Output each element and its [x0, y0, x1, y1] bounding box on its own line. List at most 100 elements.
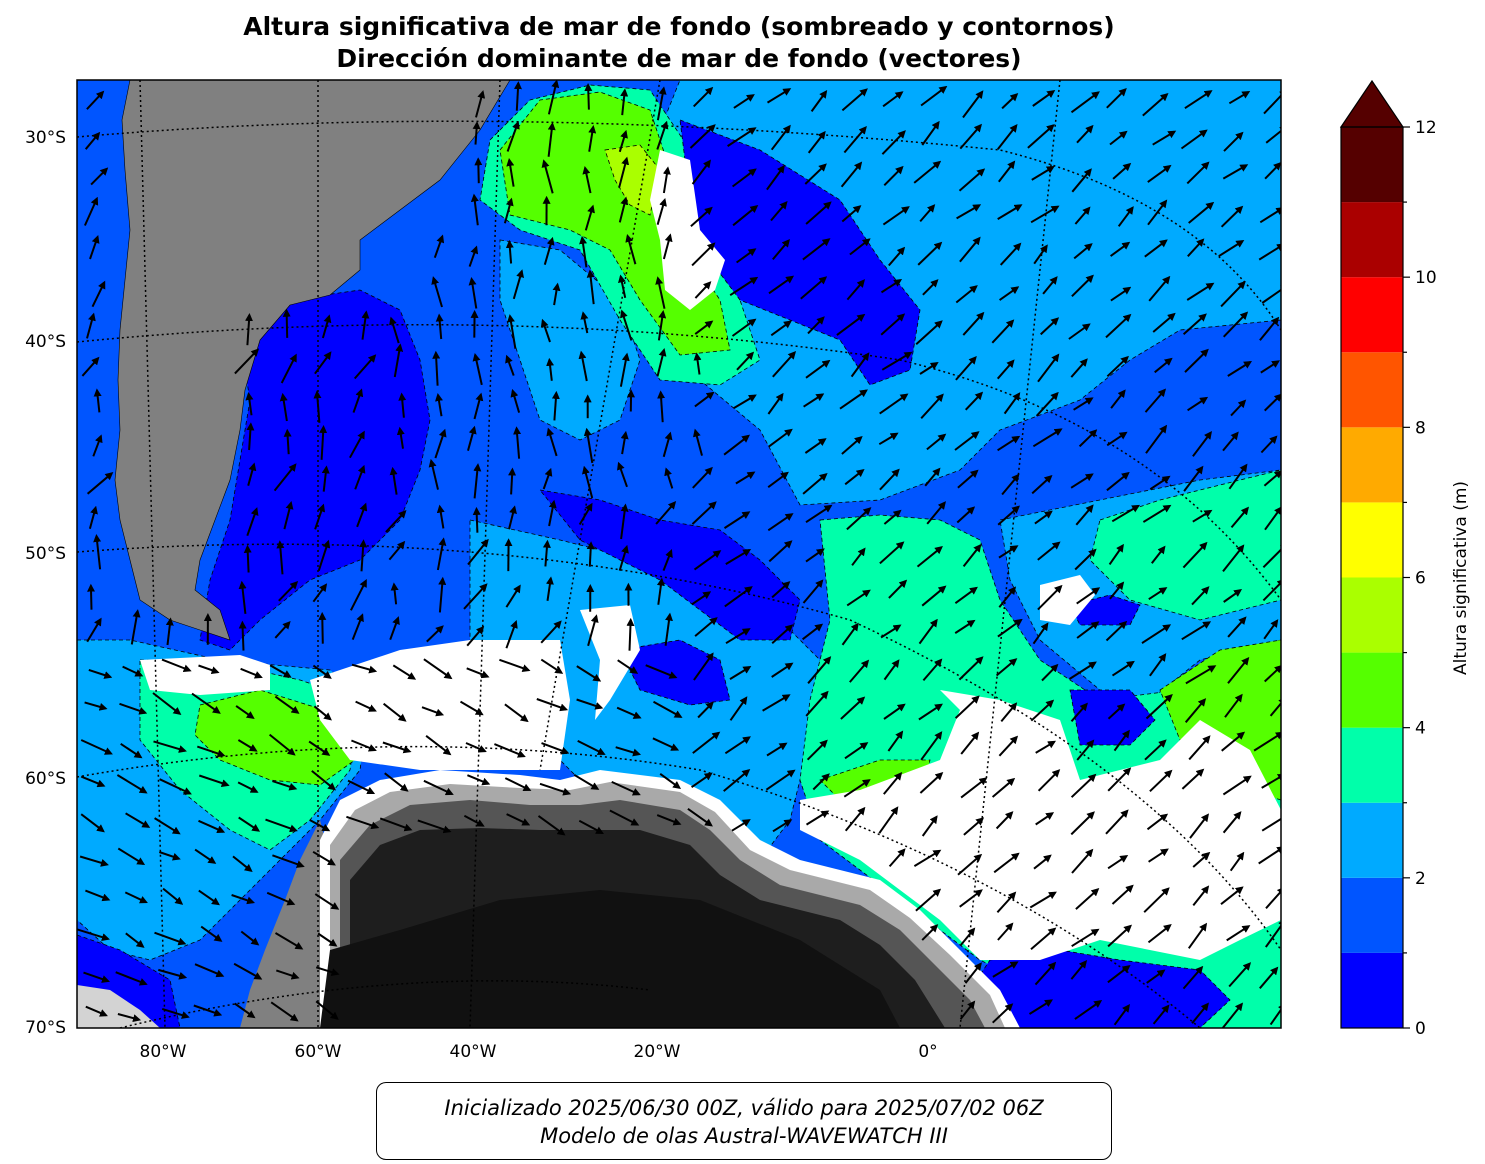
swell-vector-arrow	[879, 468, 900, 491]
swell-vector-arrow	[849, 659, 870, 683]
swell-vector-arrow	[1227, 616, 1247, 638]
swell-vector-arrow	[312, 583, 328, 603]
swell-vector-arrow	[576, 665, 602, 682]
swell-vector-arrow	[194, 848, 217, 864]
swell-vector-arrow	[356, 502, 368, 528]
sea-ice	[580, 605, 640, 720]
swell-vector-arrow	[768, 540, 793, 563]
swell-vector-arrow	[771, 581, 791, 599]
swell-vector-arrow	[619, 352, 630, 387]
swell-vector-arrow	[1113, 729, 1130, 752]
swell-vector-arrow	[920, 85, 948, 107]
swell-vector-arrow	[954, 695, 980, 719]
swell-vector-arrow	[1107, 854, 1129, 870]
swell-vector-arrow	[1182, 965, 1204, 990]
swell-vector-arrow	[995, 658, 1018, 677]
swell-vector-arrow	[727, 127, 757, 147]
swell-vector-arrow	[1182, 541, 1208, 569]
swell-vector-arrow	[957, 469, 979, 489]
swell-vector-arrow	[1264, 918, 1281, 948]
swell-vector-arrow	[771, 662, 794, 678]
swell-vector-arrow	[314, 351, 332, 375]
lon-label-0: 0°	[918, 1042, 937, 1062]
swell-vector-arrow	[1253, 731, 1281, 752]
swell-vector-arrow	[888, 848, 906, 868]
footer-model-line: Modelo de olas Austral-WAVEWATCH III	[540, 1124, 948, 1148]
graticule	[77, 80, 1281, 1028]
swell-vector-arrow	[499, 658, 531, 672]
swell-vector-arrow	[1220, 205, 1244, 228]
swell-vector-arrow	[79, 855, 109, 867]
swell-vector-arrow	[396, 426, 405, 449]
swell-vector-arrow	[656, 814, 682, 826]
swell-vector-arrow	[355, 700, 377, 712]
swell-vector-arrow	[1226, 925, 1251, 942]
swell-vector-arrow	[1152, 312, 1176, 333]
swell-vector-arrow	[841, 622, 859, 646]
colorbar-tick-label: 10	[1415, 268, 1437, 288]
swell-vector-arrow	[724, 586, 753, 608]
swell-vector-arrow	[881, 130, 906, 155]
swell-vector-arrow	[505, 584, 521, 608]
swell-vector-arrow	[1147, 924, 1172, 944]
swell-vector-arrow	[546, 357, 555, 381]
swell-vector-arrow	[552, 282, 561, 306]
swell-vector-arrow	[540, 658, 564, 674]
swell-vector-arrow	[1037, 769, 1061, 792]
swell-vector-arrow	[231, 894, 255, 905]
swell-vector-arrow	[315, 966, 340, 976]
swell-vector-arrow	[691, 242, 716, 267]
swell-vector-arrow	[913, 160, 942, 184]
swell-vector-arrow	[1076, 124, 1094, 144]
swell-vector-arrow	[83, 971, 110, 983]
swell-vector-arrow	[577, 740, 606, 755]
swell-vector-arrow	[807, 130, 826, 154]
swell-vector-arrow	[270, 1001, 299, 1022]
swell-vector-arrow	[1107, 767, 1132, 792]
swell-vector-arrow	[81, 356, 100, 377]
swell-vector-arrow	[807, 316, 825, 335]
swell-vector-arrow	[998, 160, 1016, 183]
swell-vector-arrow	[153, 740, 187, 753]
swell-vector-arrow	[85, 889, 111, 902]
swell-vector-arrow	[917, 241, 943, 266]
swell-vector-arrow	[915, 888, 942, 912]
swell-vector-arrow	[505, 620, 518, 649]
swell-vector-arrow	[959, 889, 983, 908]
swell-vector-arrow	[246, 507, 259, 537]
swell-vector-arrow	[578, 502, 593, 526]
swell-vector-arrow	[352, 388, 364, 413]
swell-vector-arrow	[130, 609, 141, 645]
swell-vector-arrow	[768, 275, 795, 295]
swell-vector-arrow	[392, 664, 417, 680]
swell-vector-arrow	[616, 706, 642, 719]
swell-vector-arrow	[505, 239, 514, 264]
swell-vector-arrow	[308, 740, 331, 756]
wave-band-0-1m	[199, 289, 431, 651]
swell-vector-arrow	[436, 504, 445, 529]
swell-vector-arrow	[810, 89, 828, 112]
swell-vector-arrow	[1028, 999, 1053, 1015]
swell-vector-arrow	[120, 742, 143, 759]
swell-vector-arrow	[618, 129, 628, 153]
swell-vector-arrow	[963, 817, 985, 836]
sea-ice	[800, 690, 1281, 960]
swell-vector-arrow	[656, 348, 667, 377]
swell-vector-arrow	[692, 731, 721, 754]
swell-vector-arrow	[804, 438, 827, 454]
swell-vector-arrow	[1034, 961, 1057, 986]
swell-vector-arrow	[846, 279, 866, 301]
swell-vector-arrow	[883, 509, 902, 525]
swell-vector-arrow	[1227, 360, 1252, 377]
swell-vector-arrow	[1145, 424, 1168, 454]
swell-vector-arrow	[1151, 545, 1166, 564]
swell-vector-arrow	[541, 159, 554, 194]
swell-vector-arrow	[238, 580, 247, 614]
sea-ice	[1040, 575, 1095, 625]
swell-vector-arrow	[89, 235, 100, 260]
swell-vector-arrow	[1258, 846, 1281, 865]
swell-vector-arrow	[388, 540, 406, 561]
swell-vector-arrow	[347, 779, 376, 795]
swell-vector-arrow	[692, 466, 713, 489]
swell-vector-arrow	[846, 589, 871, 607]
